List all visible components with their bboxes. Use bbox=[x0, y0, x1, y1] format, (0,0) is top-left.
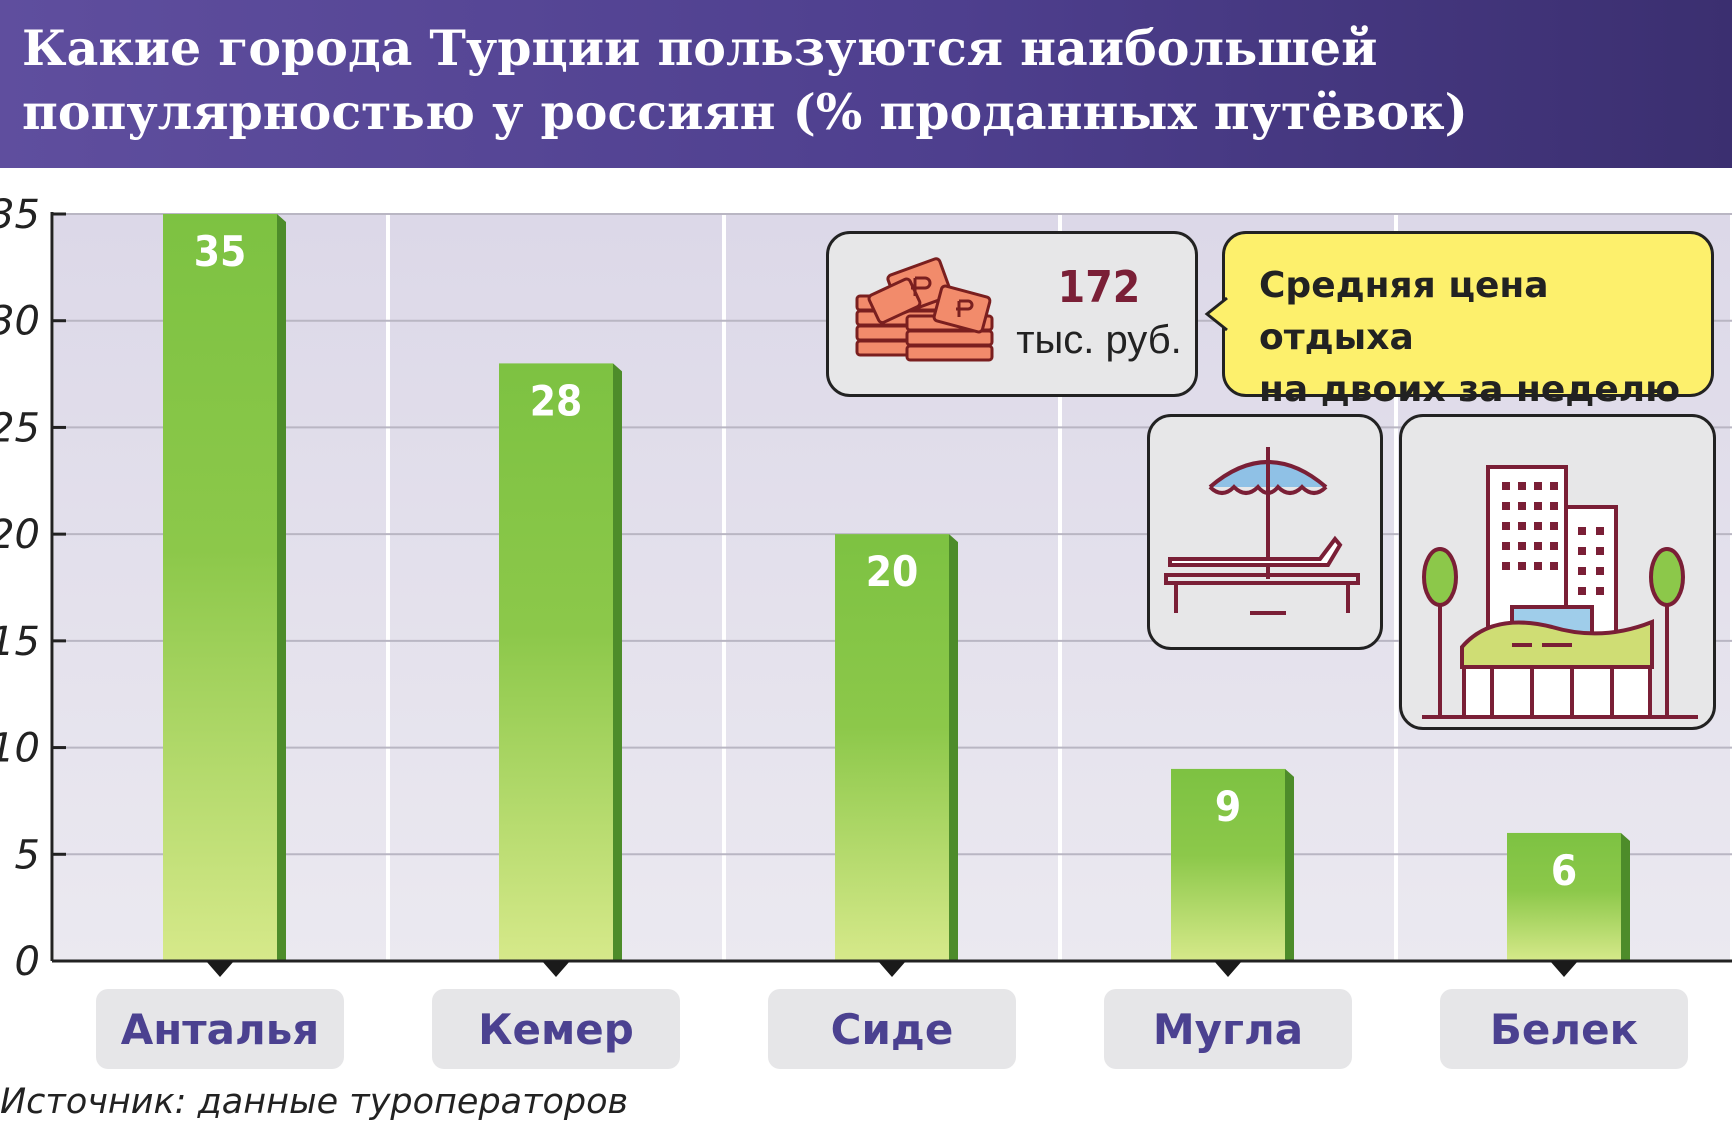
price-note-bubble: Средняя цена отдыха на двоих за неделю bbox=[1204, 231, 1714, 410]
bar-value-label: 6 bbox=[1551, 846, 1577, 895]
category-label: Сиде bbox=[831, 1005, 954, 1054]
bar-group: 20 bbox=[835, 534, 958, 961]
y-tick-label: 20 bbox=[0, 512, 40, 558]
category-label: Анталья bbox=[121, 1005, 320, 1054]
category-pointer bbox=[878, 961, 906, 977]
category-label: Мугла bbox=[1153, 1005, 1303, 1054]
price-panel: 172 тыс. руб. bbox=[826, 231, 1198, 397]
category-label: Кемер bbox=[478, 1005, 634, 1054]
category-pill bbox=[432, 989, 680, 1069]
column-divider bbox=[722, 214, 726, 961]
source-note: Источник: данные туроператоров bbox=[0, 1082, 629, 1122]
bar-side bbox=[1285, 768, 1294, 961]
bar-side bbox=[613, 363, 622, 961]
category-pill bbox=[768, 989, 1016, 1069]
bar bbox=[499, 363, 613, 961]
category-pointer bbox=[206, 961, 234, 977]
column-divider bbox=[386, 214, 390, 961]
price-note-line2: на двоих за неделю bbox=[1259, 369, 1681, 410]
bar-group: 6 bbox=[1507, 832, 1630, 961]
page-title: Какие города Турции пользуются наибольше… bbox=[22, 19, 1468, 141]
bar-group: 9 bbox=[1171, 768, 1294, 961]
column-divider bbox=[1058, 214, 1062, 961]
y-tick-label: 25 bbox=[0, 405, 40, 451]
category-pill bbox=[1104, 989, 1352, 1069]
y-tick-label: 5 bbox=[15, 832, 40, 878]
bar-value-label: 20 bbox=[866, 547, 919, 596]
category-pill bbox=[96, 989, 344, 1069]
bar-value-label: 35 bbox=[194, 227, 247, 276]
beach-panel bbox=[1147, 414, 1383, 650]
bar bbox=[835, 534, 949, 961]
price-note-text: Средняя цена отдыха на двоих за неделю bbox=[1259, 260, 1699, 416]
bar-side bbox=[277, 214, 286, 961]
bar-group: 35 bbox=[163, 214, 286, 961]
bar bbox=[1507, 832, 1621, 961]
price-value: 172 bbox=[1057, 262, 1141, 313]
category-pill bbox=[1440, 989, 1688, 1069]
bar-value-label: 9 bbox=[1215, 782, 1241, 831]
category-label: Белек bbox=[1490, 1005, 1638, 1054]
bar bbox=[163, 214, 277, 961]
price-unit: тыс. руб. bbox=[1016, 318, 1182, 362]
y-tick-label: 30 bbox=[0, 299, 40, 345]
bar-side bbox=[1621, 832, 1630, 961]
hotel-icon bbox=[1422, 465, 1698, 719]
beach-umbrella-icon bbox=[1164, 447, 1360, 615]
bar-group: 28 bbox=[499, 363, 622, 961]
y-tick-label: 35 bbox=[0, 192, 40, 238]
y-tick-label: 15 bbox=[0, 619, 40, 665]
category-pointer bbox=[1550, 961, 1578, 977]
category-pointer bbox=[542, 961, 570, 977]
bar-value-label: 28 bbox=[530, 376, 583, 425]
bubble-tail bbox=[1204, 296, 1228, 332]
y-tick-label: 0 bbox=[15, 939, 40, 985]
category-pointer bbox=[1214, 961, 1242, 977]
price-note-line1: Средняя цена отдыха bbox=[1259, 265, 1549, 358]
column-divider bbox=[1394, 214, 1398, 961]
header: Какие города Турции пользуются наибольше… bbox=[0, 0, 1732, 168]
bar-side bbox=[949, 534, 958, 961]
money-stack-icon bbox=[855, 257, 994, 362]
bar bbox=[1171, 768, 1285, 961]
hotel-panel bbox=[1399, 414, 1716, 730]
y-tick-label: 10 bbox=[0, 726, 40, 772]
